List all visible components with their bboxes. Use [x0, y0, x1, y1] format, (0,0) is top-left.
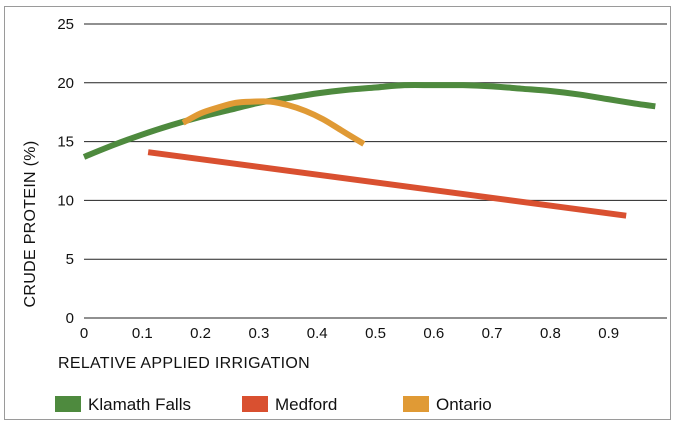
y-tick-label: 20	[57, 75, 74, 92]
x-tick-label: 0.2	[190, 325, 211, 342]
x-tick-label: 0.3	[248, 325, 269, 342]
series-line-ontario	[181, 98, 366, 147]
y-tick-label: 25	[57, 16, 74, 33]
legend-label-medford: Medford	[275, 395, 337, 414]
y-tick-label: 5	[66, 251, 74, 268]
x-tick-labels: 0 0.1 0.2 0.3 0.4 0.5 0.6 0.7 0.8 0.9	[80, 325, 619, 342]
legend-label-ontario: Ontario	[436, 395, 492, 414]
y-tick-label: 15	[57, 134, 74, 151]
x-axis-label: RELATIVE APPLIED IRRIGATION	[58, 355, 310, 372]
y-tick-labels: 0 5 10 15 20 25	[57, 16, 74, 327]
y-tick-label: 0	[66, 310, 74, 327]
x-tick-label: 0	[80, 325, 88, 342]
legend: Klamath Falls Medford Ontario	[55, 395, 492, 414]
series-line-klamath-falls	[82, 81, 656, 160]
series-lines	[82, 81, 656, 219]
y-axis-label: CRUDE PROTEIN (%)	[22, 141, 39, 308]
legend-swatch-klamath-falls	[55, 396, 81, 412]
x-tick-label: 0.4	[307, 325, 328, 342]
x-tick-label: 0.5	[365, 325, 386, 342]
x-tick-label: 0.8	[540, 325, 561, 342]
x-tick-label: 0.9	[598, 325, 619, 342]
legend-label-klamath-falls: Klamath Falls	[88, 395, 191, 414]
series-line-medford	[147, 149, 627, 219]
x-tick-label: 0.6	[423, 325, 444, 342]
y-tick-label: 10	[57, 192, 74, 209]
x-tick-label: 0.1	[132, 325, 153, 342]
gridlines	[84, 23, 667, 319]
legend-swatch-ontario	[403, 396, 429, 412]
legend-swatch-medford	[242, 396, 268, 412]
chart-frame	[4, 6, 671, 420]
x-tick-label: 0.7	[482, 325, 503, 342]
